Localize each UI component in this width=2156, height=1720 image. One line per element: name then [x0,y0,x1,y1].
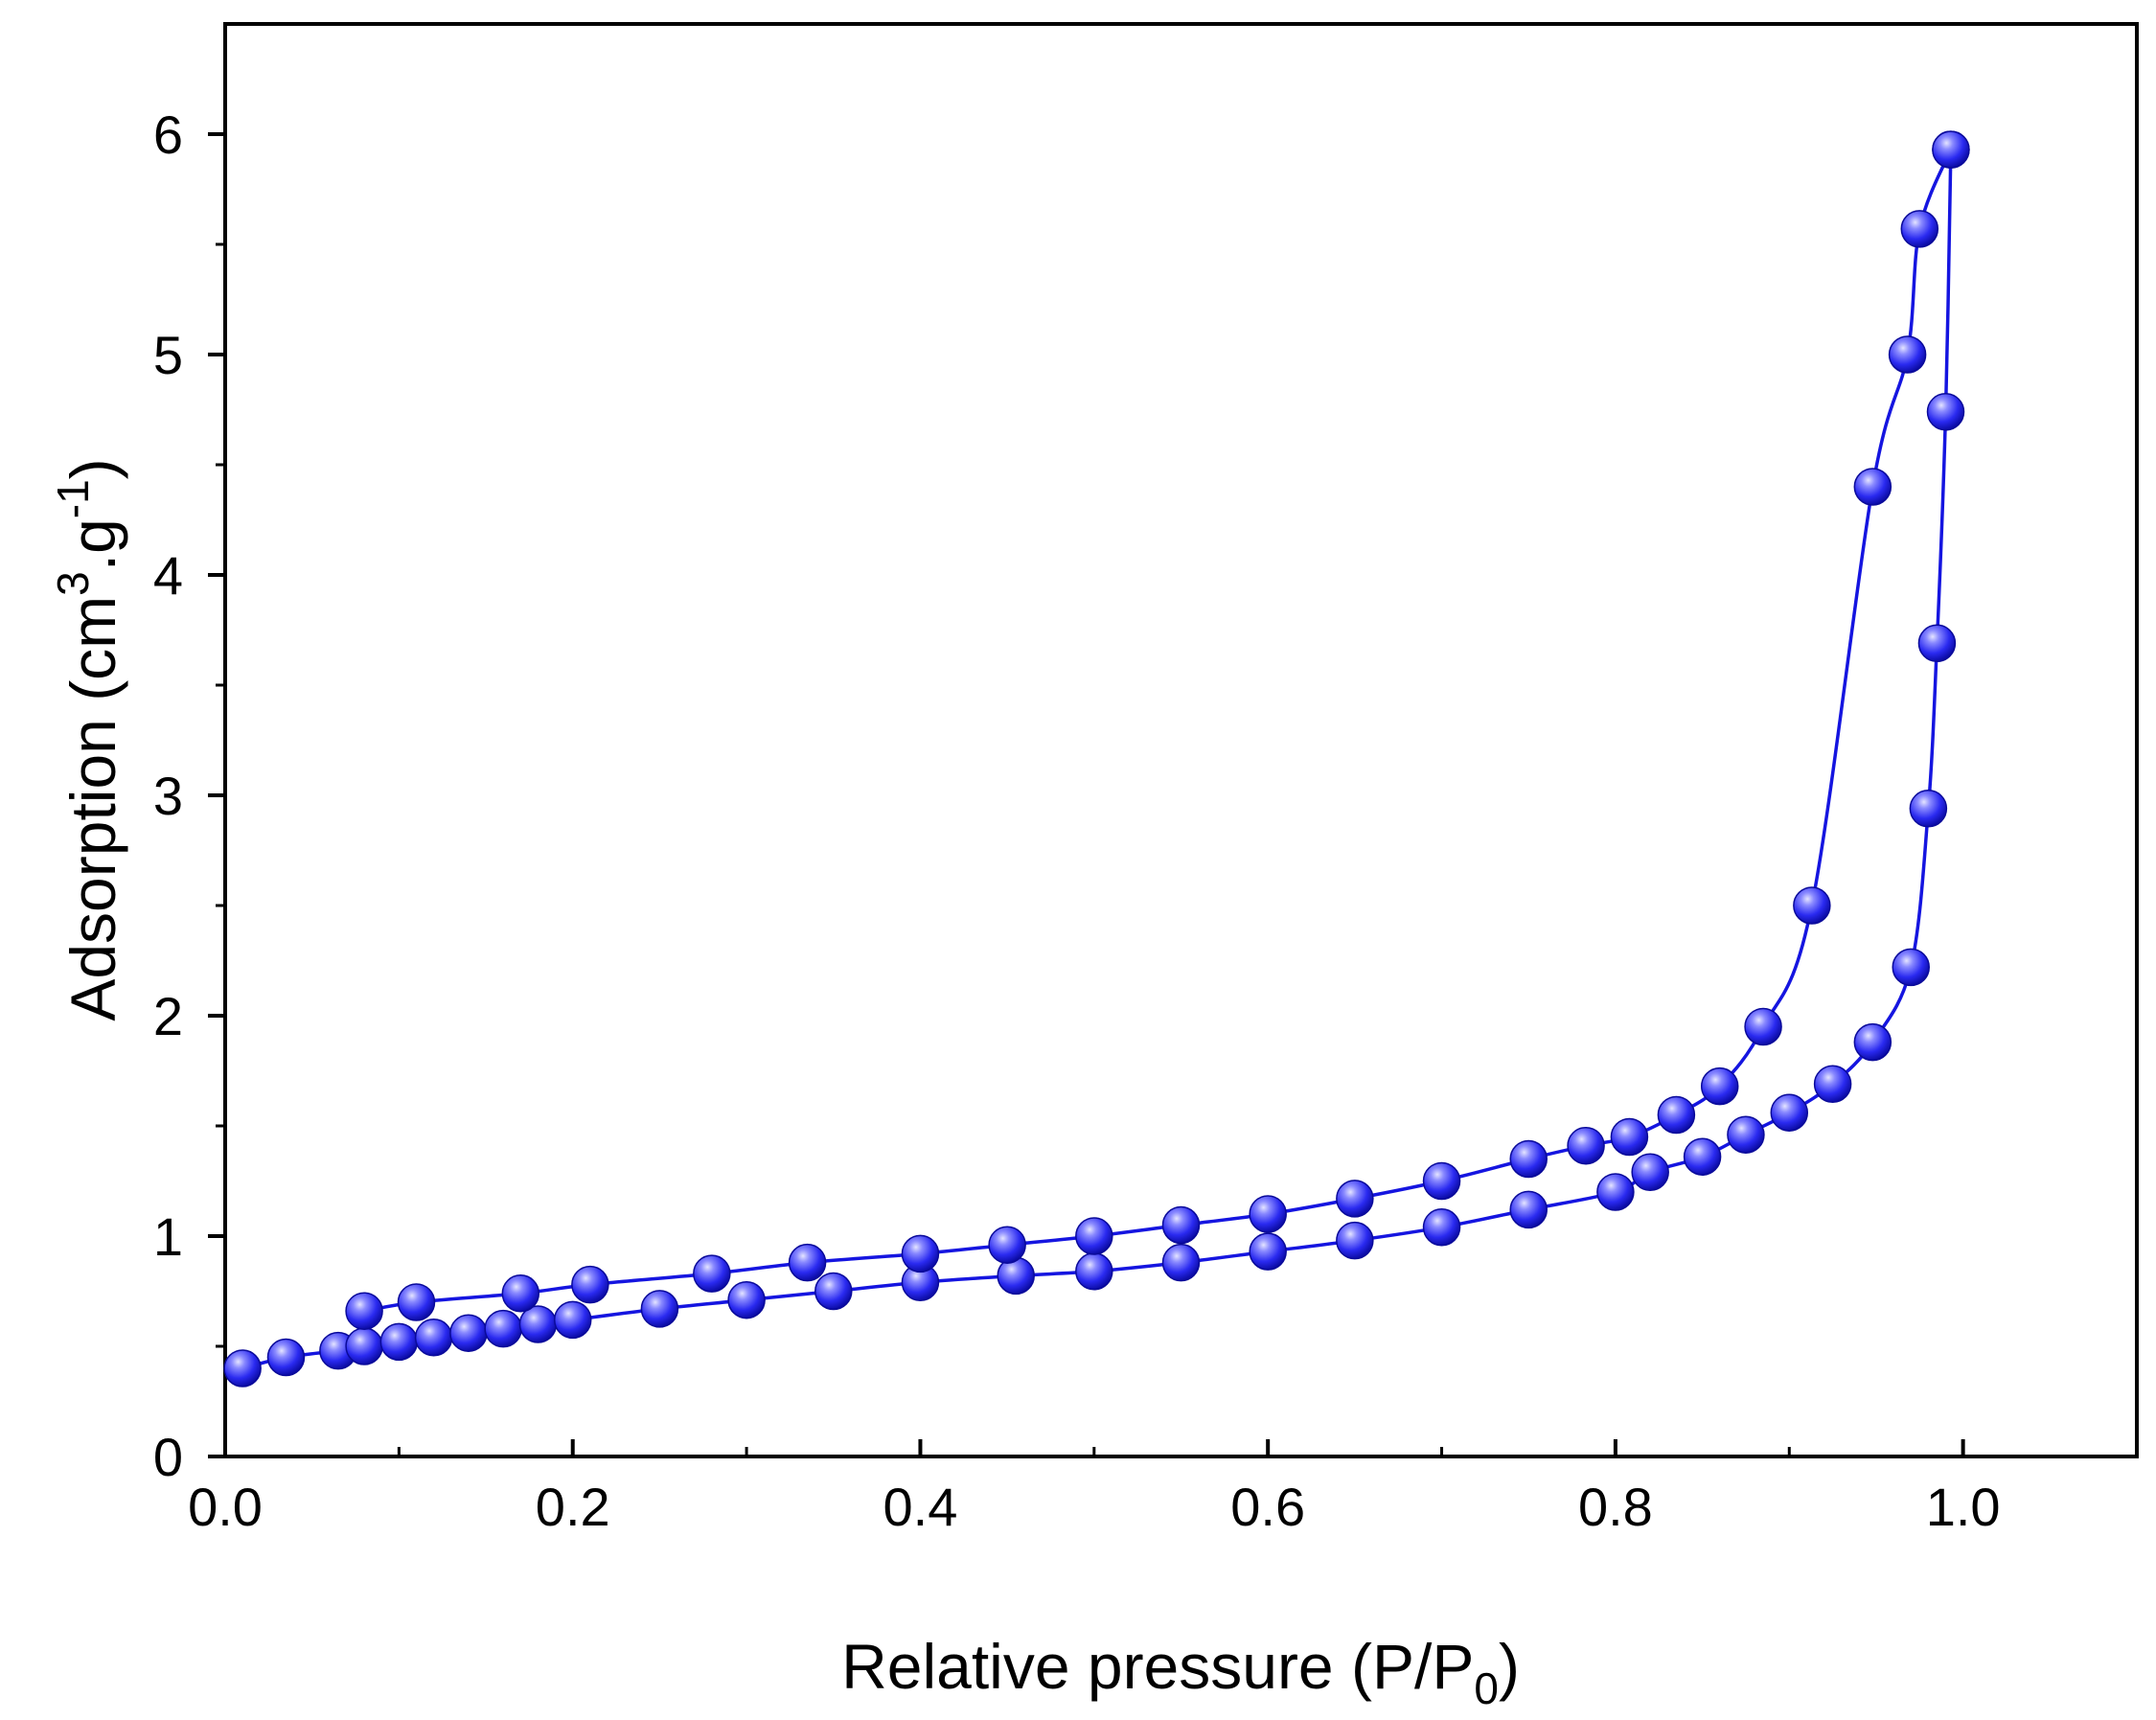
data-point-adsorption [1336,1221,1374,1260]
series-line-desorption [363,149,1953,1313]
data-point-desorption [1657,1095,1696,1135]
data-point-desorption [1853,468,1892,506]
data-point-adsorption [1683,1137,1722,1176]
y-tick-label: 0 [153,1427,183,1487]
data-point-adsorption [1075,1252,1113,1291]
data-point-adsorption [1422,1208,1461,1247]
data-point-adsorption [266,1338,306,1377]
data-point-adsorption [727,1280,766,1319]
y-tick-label: 2 [153,986,183,1046]
y-axis-tick-labels: 0 1 2 3 4 5 6 [153,104,183,1487]
data-point-adsorption [379,1322,419,1362]
x-tick-label: 0.2 [536,1477,610,1537]
data-point-adsorption [449,1314,488,1352]
y-tick-label: 1 [153,1206,183,1267]
data-point-desorption [1700,1066,1739,1106]
data-point-adsorption [1917,624,1957,663]
data-point-adsorption [640,1290,679,1328]
data-point-desorption [788,1243,827,1282]
x-axis-tick-labels: 0.0 0.2 0.4 0.6 0.8 1.0 [188,1477,2000,1537]
data-point-adsorption [814,1272,853,1311]
data-point-desorption [1932,130,1970,169]
data-point-desorption [1888,335,1927,374]
data-point-desorption [1509,1139,1548,1179]
data-point-adsorption [1813,1065,1852,1104]
data-point-adsorption [414,1319,453,1357]
x-tick-label: 0.4 [883,1477,958,1537]
plot-frame [223,22,2139,1458]
y-axis-title-close: ) [57,458,128,479]
y-axis-title-superscript-2: -1 [48,479,98,518]
data-point-desorption [1422,1161,1461,1201]
data-point-adsorption [484,1309,522,1348]
x-tick-label: 1.0 [1926,1477,2001,1537]
data-point-desorption [1336,1180,1374,1218]
data-point-desorption [1075,1217,1113,1255]
data-point-desorption [1249,1195,1287,1233]
data-point-desorption [345,1292,383,1330]
data-point-adsorption [1161,1243,1201,1282]
x-axis-title-close: ) [1499,1631,1520,1702]
data-point-desorption [397,1283,436,1321]
axes [208,22,2139,1458]
data-point-adsorption [1909,790,1948,828]
y-tick-label: 3 [153,766,183,826]
series-markers [223,130,1970,1387]
data-point-adsorption [553,1300,592,1340]
data-point-desorption [571,1265,609,1304]
data-point-desorption [1793,886,1831,925]
data-point-adsorption [223,1349,262,1387]
data-point-desorption [1567,1126,1605,1165]
data-point-desorption [693,1254,731,1293]
x-tick-label: 0.6 [1230,1477,1305,1537]
y-tick-label: 6 [153,104,183,165]
data-point-adsorption [1631,1153,1669,1192]
data-point-adsorption [1853,1022,1892,1062]
series-lines [241,149,1953,1370]
x-axis-title-subscript: 0 [1474,1663,1499,1713]
y-axis-ticks [208,132,225,1458]
data-point-adsorption [1770,1093,1809,1132]
data-point-adsorption [1509,1190,1548,1229]
data-point-desorption [1744,1007,1782,1046]
x-axis-title: Relative pressure (P/P0) [841,1631,1520,1713]
y-tick-label: 4 [153,545,183,606]
data-point-adsorption [1727,1115,1765,1154]
y-axis-title-main: Adsorption (cm [57,596,128,1021]
y-axis-title: Adsorption (cm3.g-1) [48,458,128,1021]
data-point-desorption [501,1274,540,1313]
data-point-adsorption [345,1327,383,1365]
data-point-adsorption [1926,393,1965,431]
data-point-desorption [1610,1117,1649,1157]
x-tick-label: 0.0 [188,1477,263,1537]
data-point-adsorption [1249,1232,1287,1271]
y-axis-title-superscript-1: 3 [48,571,98,596]
data-point-adsorption [1892,948,1930,987]
data-point-desorption [901,1234,940,1273]
x-tick-label: 0.8 [1578,1477,1653,1537]
series-line-adsorption [241,149,1953,1370]
data-point-desorption [1161,1205,1201,1245]
data-point-adsorption [1596,1173,1635,1211]
y-axis-title-mid: .g [57,518,128,571]
x-axis-ticks [223,1439,1965,1456]
x-axis-title-main: Relative pressure (P/P [841,1631,1474,1702]
data-point-desorption [988,1226,1026,1264]
data-point-desorption [1900,210,1939,248]
y-tick-label: 5 [153,325,183,385]
